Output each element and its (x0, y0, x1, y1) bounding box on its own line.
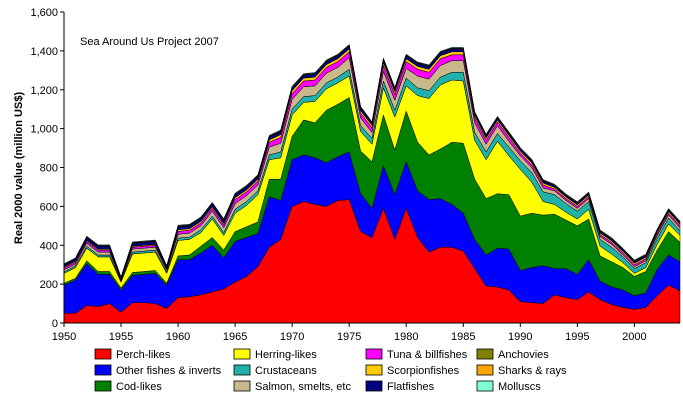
legend-swatch (365, 380, 383, 392)
y-tick-label: 400 (40, 240, 58, 252)
y-tick-label: 1,600 (30, 7, 58, 19)
y-tick-label: 600 (40, 201, 58, 213)
legend-label: Flatfishes (387, 381, 435, 393)
legend-swatch (94, 348, 112, 360)
y-axis-label: Real 2000 value (million US$) (13, 92, 25, 245)
area-molluscs (63, 44, 681, 279)
x-axis-ticks: 1950 1955 1960 1965 1970 1975 1980 1985 1990 1995… (52, 323, 647, 343)
x-tick-label: 1955 (109, 331, 133, 343)
x-tick-label: 1980 (394, 331, 418, 343)
legend-label: Anchovies (498, 349, 549, 361)
y-tick-label: 1,200 (30, 85, 58, 97)
legend-swatch (476, 348, 494, 360)
legend-label: Sharks & rays (498, 365, 567, 377)
x-tick-label: 1995 (565, 331, 589, 343)
legend-swatch (233, 348, 251, 360)
x-tick-label: 1970 (280, 331, 304, 343)
legend: Perch-likes Other fishes & inverts Cod-lik… (94, 348, 567, 393)
legend-label: Scorpionfishes (387, 365, 460, 377)
legend-label: Cod-likes (116, 381, 162, 393)
legend-label: Molluscs (498, 381, 541, 393)
legend-label: Other fishes & inverts (116, 365, 222, 377)
x-tick-label: 1965 (223, 331, 247, 343)
legend-label: Crustaceans (255, 365, 317, 377)
legend-swatch (94, 380, 112, 392)
y-tick-label: 200 (40, 279, 58, 291)
x-tick-label: 1975 (337, 331, 361, 343)
legend-swatch (233, 364, 251, 376)
x-tick-label: 2000 (622, 331, 646, 343)
x-tick-label: 1985 (451, 331, 475, 343)
area-series-layer (63, 44, 681, 324)
y-tick-label: 1,000 (30, 124, 58, 136)
legend-swatch (233, 380, 251, 392)
y-tick-label: 1,400 (30, 46, 58, 58)
legend-label: Salmon, smelts, etc (255, 381, 351, 393)
chart-annotation: Sea Around Us Project 2007 (80, 36, 219, 48)
legend-swatch (476, 380, 494, 392)
y-axis-ticks: 0 200 400 600 800 1,000 1,200 1,400 1,600 (30, 7, 64, 330)
legend-swatch (365, 348, 383, 360)
y-tick-label: 800 (40, 163, 58, 175)
legend-label: Perch-likes (116, 349, 171, 361)
legend-label: Tuna & billfishes (387, 349, 468, 361)
legend-swatch (476, 364, 494, 376)
x-tick-label: 1990 (508, 331, 532, 343)
y-tick-label: 0 (52, 318, 58, 330)
legend-swatch (365, 364, 383, 376)
x-tick-label: 1950 (52, 331, 76, 343)
x-tick-label: 1960 (166, 331, 190, 343)
legend-swatch (94, 364, 112, 376)
legend-label: Herring-likes (255, 349, 317, 361)
